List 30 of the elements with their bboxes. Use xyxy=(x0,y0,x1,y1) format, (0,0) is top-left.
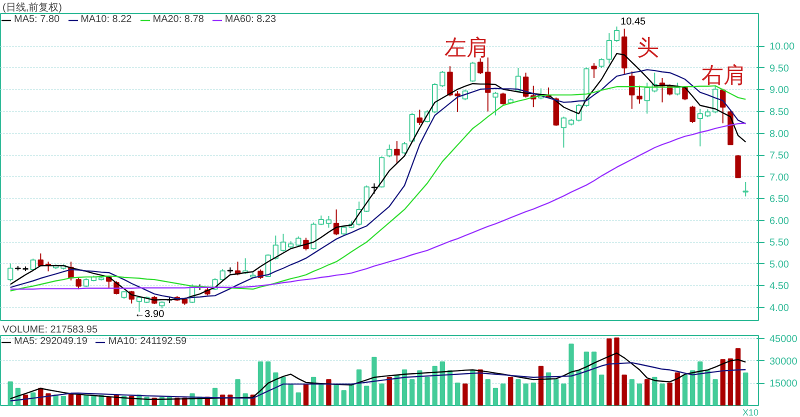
y-tick-label: 9.50 xyxy=(770,63,790,74)
legend-label: MA20: 8.78 xyxy=(152,14,204,25)
legend-label: MA5: 7.80 xyxy=(14,14,60,25)
annotation: 右肩 xyxy=(702,62,746,88)
legend-label: MA60: 8.23 xyxy=(224,14,276,25)
y-tick-label: 4.50 xyxy=(770,281,790,292)
legend-label: MA10: 8.22 xyxy=(80,14,132,25)
y-tick-label: 5.00 xyxy=(770,259,790,270)
y-tick-label: 4.00 xyxy=(770,302,790,314)
y-tick-label: 7.50 xyxy=(770,150,790,162)
y-tick-label: 15000 xyxy=(770,378,798,390)
y-tick-label: 7.00 xyxy=(770,172,790,184)
legend-label: MA10: 241192.59 xyxy=(108,336,187,347)
y-tick-label: 5.50 xyxy=(770,238,790,249)
annotation: 左肩 xyxy=(444,34,489,60)
text: X10 xyxy=(742,408,758,417)
y-tick-label: 8.00 xyxy=(770,128,790,140)
y-tick-label: 30000 xyxy=(770,356,798,368)
annotation: 头 xyxy=(637,34,660,60)
y-tick-label: 8.50 xyxy=(770,106,790,118)
y-tick-label: 6.00 xyxy=(770,216,790,227)
y-tick-label: 6.50 xyxy=(770,194,790,206)
y-tick-label: 9.00 xyxy=(770,85,790,96)
chart-title: (日线,前复权) xyxy=(2,2,62,14)
y-tick-label: 10.00 xyxy=(770,42,795,53)
chart-title: VOLUME: 217583.95 xyxy=(2,324,98,336)
y-tick-label: 45000 xyxy=(770,334,798,345)
annotation: ←3.90 xyxy=(134,308,165,320)
annotation: 10.45 xyxy=(620,16,646,28)
legend-label: MA5: 292049.19 xyxy=(14,336,88,347)
